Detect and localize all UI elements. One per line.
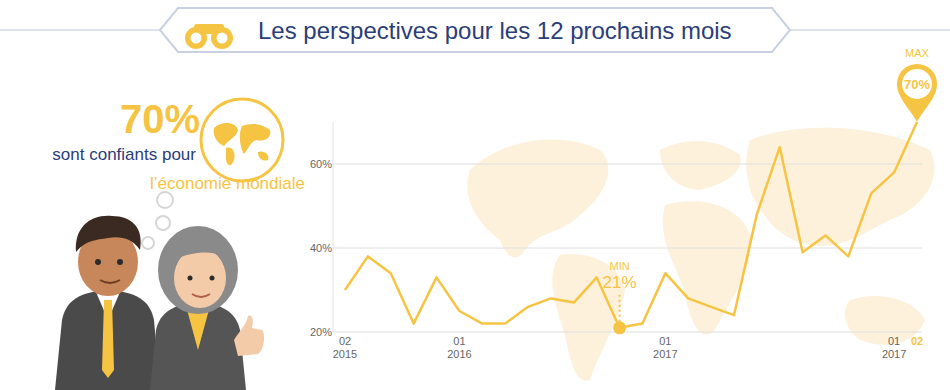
woman-fringe bbox=[172, 243, 228, 262]
x-tick-label: 012016 bbox=[447, 335, 471, 360]
data-line bbox=[345, 122, 917, 328]
bubble bbox=[156, 216, 170, 230]
x-tick-label: 022015 bbox=[333, 335, 357, 360]
bubble bbox=[142, 237, 154, 249]
woman-eye bbox=[188, 276, 193, 281]
woman-eye bbox=[210, 276, 215, 281]
y-axis-line bbox=[333, 122, 334, 332]
y-tick-label: 40% bbox=[310, 242, 332, 254]
continent bbox=[663, 201, 751, 334]
stat-text: sont confiants pour bbox=[52, 145, 196, 164]
x-tick-label: 02 bbox=[911, 335, 923, 347]
grid-line bbox=[333, 164, 922, 165]
x-tick-line: 01 bbox=[453, 335, 465, 347]
people-illustration bbox=[55, 216, 264, 390]
x-tick-label: 012017 bbox=[653, 335, 677, 360]
binoculars-glass bbox=[191, 33, 202, 44]
woman-face bbox=[174, 248, 226, 308]
min-stem bbox=[619, 292, 621, 322]
root: Les perspectives pour les 12 prochains m… bbox=[0, 0, 950, 390]
man-eye bbox=[117, 259, 123, 265]
man-tie bbox=[102, 300, 114, 378]
value-label: 21% bbox=[603, 273, 637, 292]
canvas: Les perspectives pour les 12 prochains m… bbox=[0, 0, 950, 390]
woman-hair bbox=[158, 226, 238, 314]
title: Les perspectives pour les 12 prochains m… bbox=[258, 17, 732, 44]
data-group bbox=[345, 122, 917, 328]
continent bbox=[467, 140, 608, 258]
x-tick-line: 2016 bbox=[447, 348, 471, 360]
woman-mouth bbox=[192, 294, 210, 297]
globe-circle bbox=[201, 99, 283, 181]
man-suit bbox=[55, 290, 160, 390]
continent bbox=[660, 141, 741, 190]
man-mouth bbox=[100, 280, 120, 283]
x-tick-line: 02 bbox=[911, 335, 923, 347]
continent bbox=[240, 124, 270, 154]
binoculars-glass bbox=[217, 33, 228, 44]
x-tick-line: 2017 bbox=[653, 348, 677, 360]
binoculars-icon bbox=[185, 24, 233, 49]
max-pin bbox=[897, 64, 937, 122]
woman-thumb bbox=[234, 316, 264, 356]
world-map-background bbox=[467, 128, 934, 381]
min-dot bbox=[613, 321, 626, 334]
globe-map bbox=[214, 123, 271, 165]
continent bbox=[226, 148, 235, 166]
woman-suit bbox=[150, 302, 246, 390]
x-tick-line: 02 bbox=[339, 335, 351, 347]
x-tick-line: 2015 bbox=[333, 348, 357, 360]
annotation: MAX bbox=[905, 47, 930, 59]
annotation: MIN bbox=[609, 260, 629, 272]
continent bbox=[214, 123, 238, 146]
grid-line bbox=[333, 332, 922, 333]
man-eye bbox=[95, 259, 101, 265]
x-tick-line: 01 bbox=[888, 335, 900, 347]
binoculars-lens bbox=[185, 27, 207, 49]
man-hair bbox=[76, 216, 141, 252]
x-tick-line: 2017 bbox=[882, 348, 906, 360]
y-tick-label: 20% bbox=[310, 326, 332, 338]
grid-line bbox=[333, 248, 922, 249]
binoculars-lens bbox=[211, 27, 233, 49]
bubble bbox=[157, 192, 173, 208]
y-tick-label: 60% bbox=[310, 158, 332, 170]
value-label: 70% bbox=[904, 77, 930, 92]
x-tick-label: 012017 bbox=[882, 335, 906, 360]
continent bbox=[258, 151, 268, 160]
stat-value: 70% bbox=[120, 97, 200, 141]
max-pin-inner bbox=[902, 69, 932, 99]
x-tick-line: 01 bbox=[659, 335, 671, 347]
header-banner bbox=[160, 8, 790, 52]
thought-bubbles bbox=[142, 192, 173, 249]
